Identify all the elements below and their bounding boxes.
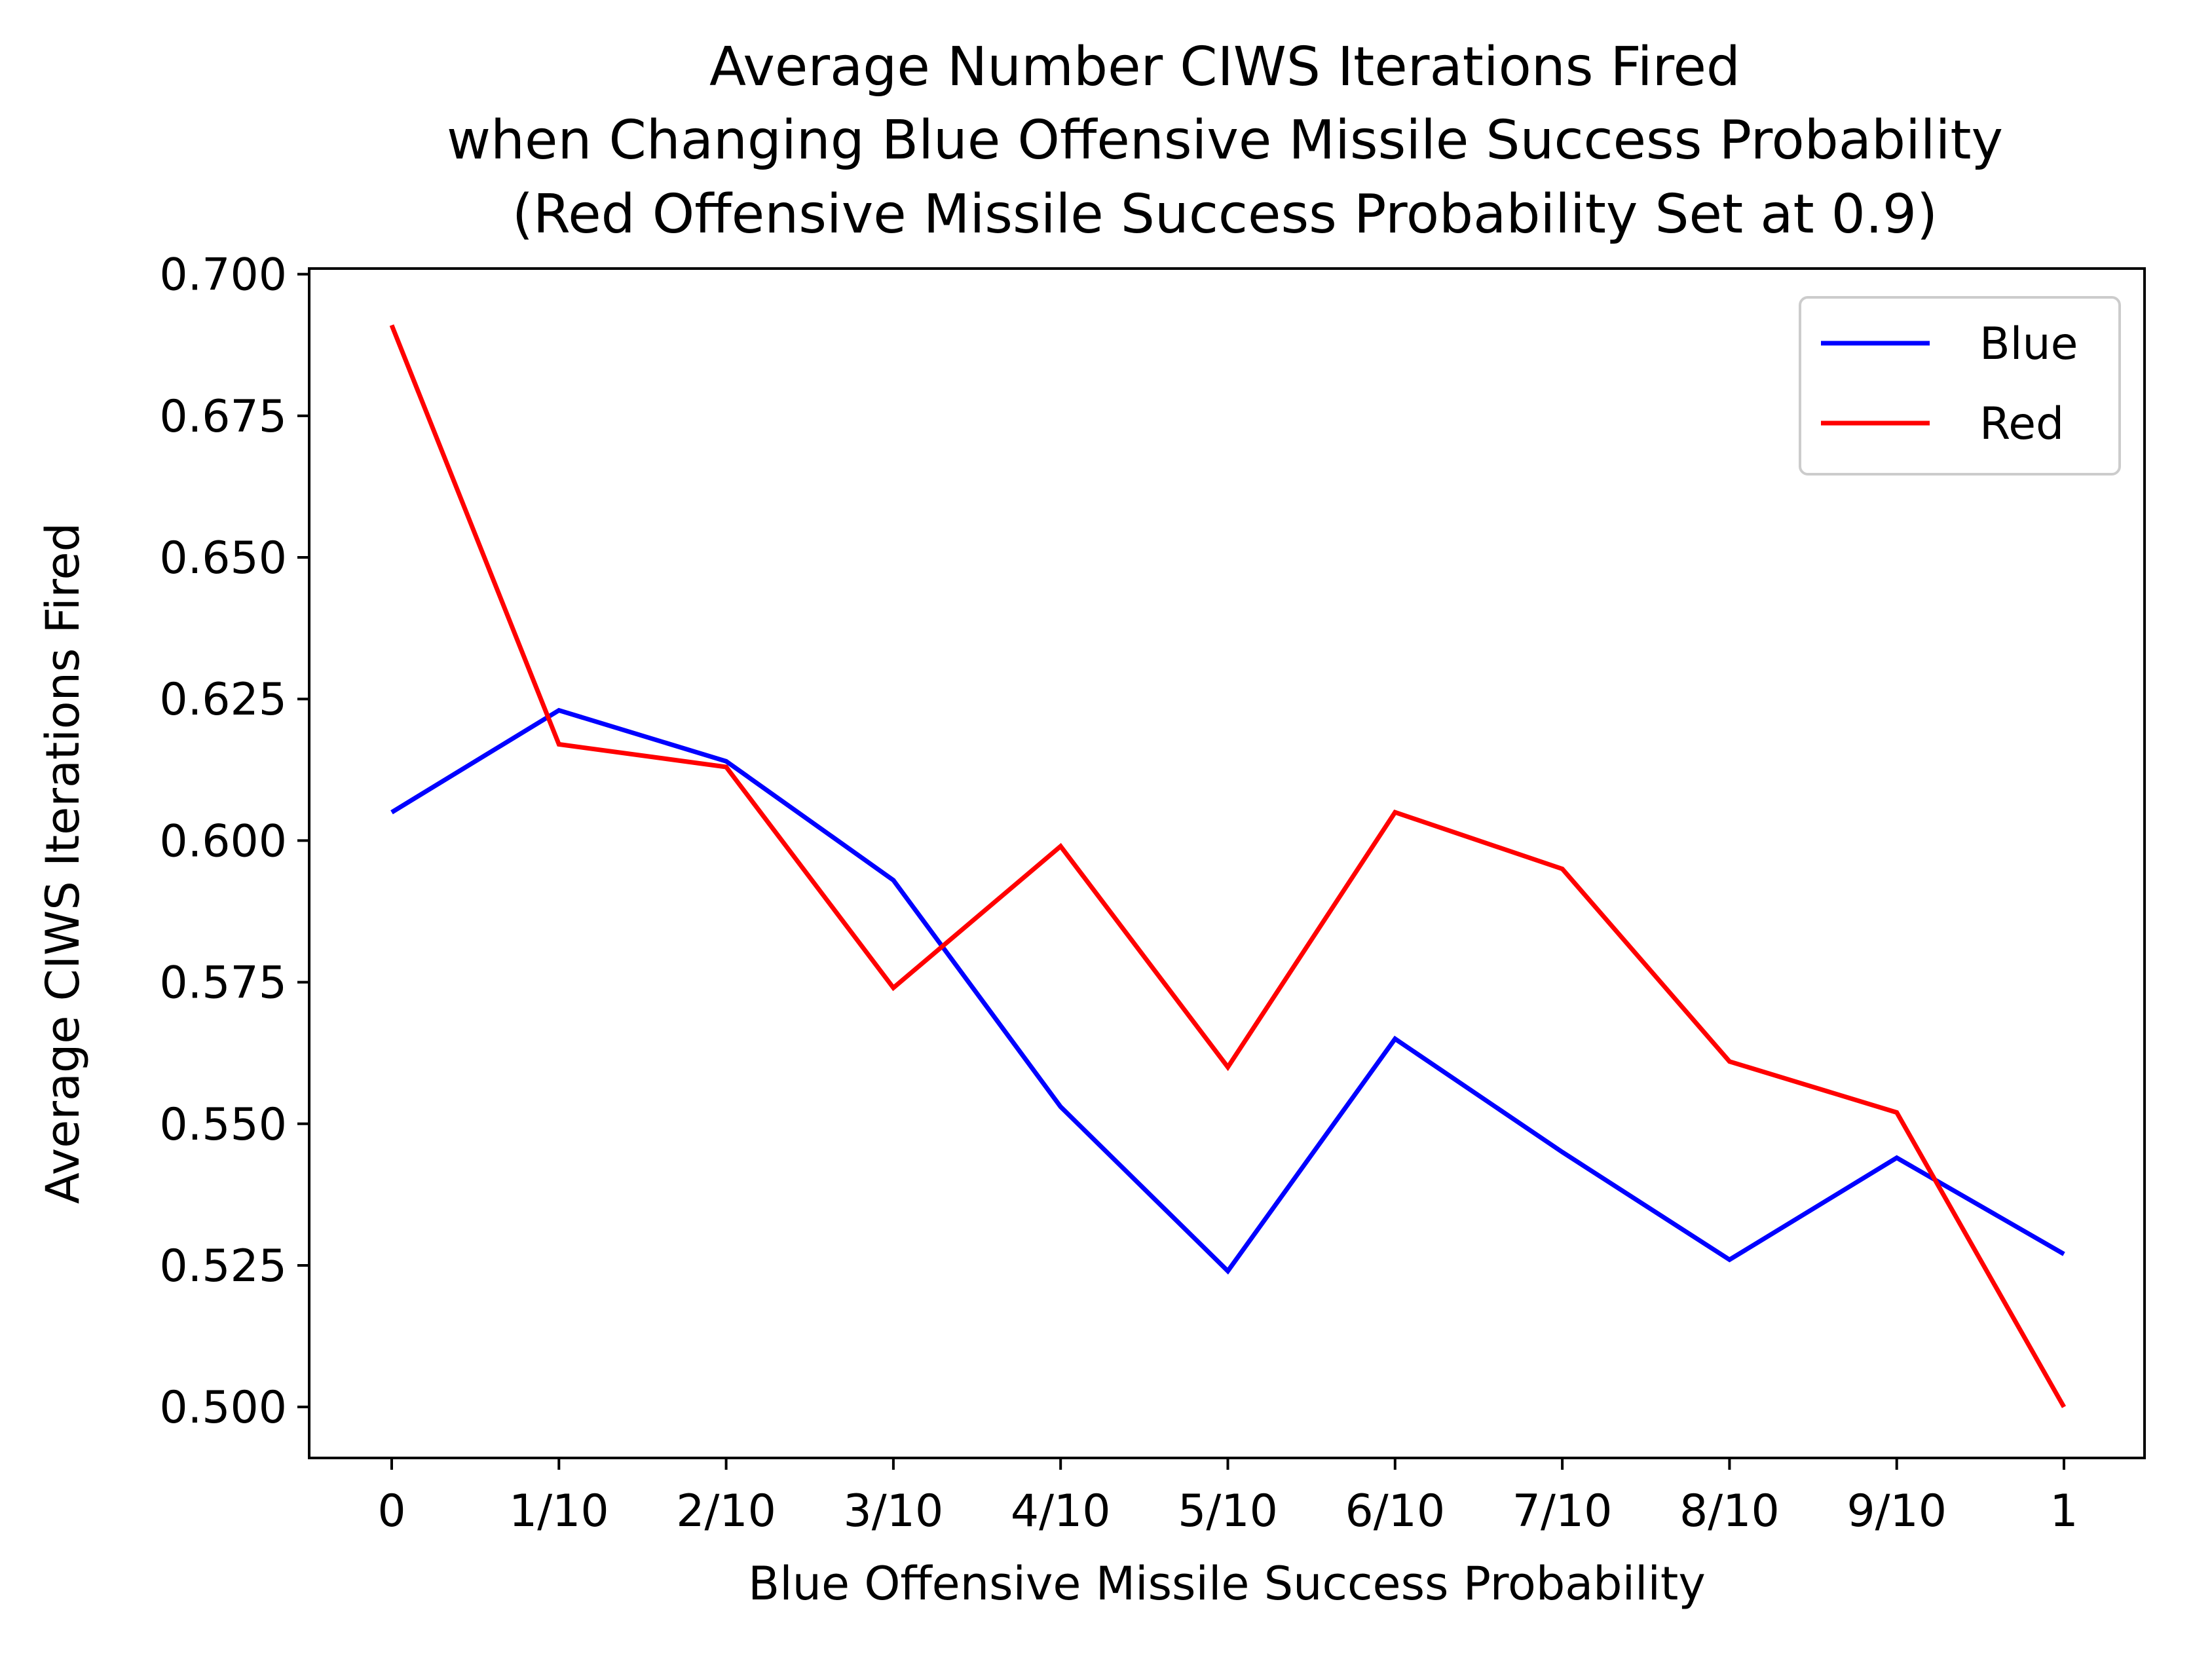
series-line-blue bbox=[390, 707, 2065, 1275]
x-tick-label: 7/10 bbox=[1512, 1485, 1613, 1537]
y-axis-ticks: 0.500 0.525 0.550 0.575 0.600 0.625 0.650 0.675… bbox=[159, 250, 309, 1434]
y-tick-label: 0.500 bbox=[159, 1382, 287, 1434]
y-tick-label: 0.525 bbox=[159, 1241, 287, 1292]
title-line-2: when Changing Blue Offensive Missile Suc… bbox=[447, 109, 2003, 172]
x-tick-label: 0 bbox=[377, 1485, 405, 1537]
x-tick-label: 5/10 bbox=[1178, 1485, 1278, 1537]
y-tick-label: 0.600 bbox=[159, 815, 287, 867]
y-tick-label: 0.650 bbox=[159, 532, 287, 584]
legend: Blue Red bbox=[1799, 296, 2121, 476]
x-tick-label: 2/10 bbox=[676, 1485, 776, 1537]
x-tick-label: 1 bbox=[2050, 1485, 2078, 1537]
x-tick-label: 9/10 bbox=[1846, 1485, 1947, 1537]
x-tick-label: 4/10 bbox=[1011, 1485, 1111, 1537]
plot-lines bbox=[389, 324, 2067, 1408]
x-tick-label: 6/10 bbox=[1345, 1485, 1445, 1537]
title-line-3: (Red Offensive Missile Success Probabili… bbox=[512, 183, 1938, 246]
legend-label-red: Red bbox=[1979, 398, 2064, 450]
x-tick-label: 3/10 bbox=[844, 1485, 944, 1537]
y-axis-label: Average CIWS Iterations Fired bbox=[36, 523, 90, 1204]
x-axis-label: Blue Offensive Missile Success Probabili… bbox=[748, 1557, 1706, 1611]
x-tick-label: 8/10 bbox=[1679, 1485, 1780, 1537]
chart-title: Average Number CIWS Iterations Fired whe… bbox=[447, 36, 2003, 246]
series-line-red bbox=[389, 324, 2067, 1408]
legend-label-blue: Blue bbox=[1979, 318, 2078, 370]
y-tick-label: 0.575 bbox=[159, 958, 287, 1009]
y-tick-label: 0.700 bbox=[159, 250, 287, 301]
y-tick-label: 0.675 bbox=[159, 391, 287, 443]
y-tick-label: 0.550 bbox=[159, 1099, 287, 1151]
x-axis-ticks: 0 1/10 2/10 3/10 4/10 5/10 6/10 7/10 8/10 9/10 1 bbox=[377, 1458, 2078, 1537]
x-tick-label: 1/10 bbox=[509, 1485, 609, 1537]
title-line-1: Average Number CIWS Iterations Fired bbox=[709, 36, 1740, 98]
y-tick-label: 0.625 bbox=[159, 674, 287, 726]
